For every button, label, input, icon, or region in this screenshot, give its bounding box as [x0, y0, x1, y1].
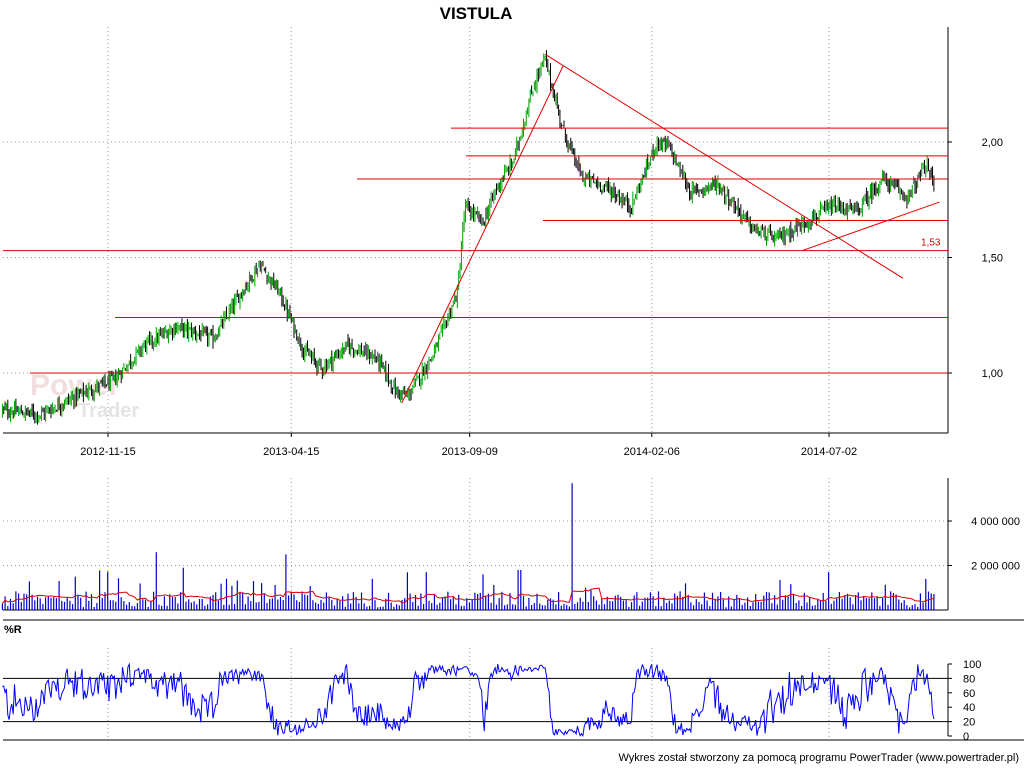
x-tick-label: 2014-07-02: [801, 446, 857, 458]
y-tick-label: 2,00: [982, 137, 1003, 149]
osc-tick-label: 20: [963, 717, 975, 729]
x-tick-label: 2013-04-15: [263, 446, 319, 458]
volume-tick-label: 4 000 000: [971, 516, 1020, 528]
volume-average-line: [1, 587, 935, 604]
osc-tick-label: 60: [963, 688, 975, 700]
osc-tick-label: 80: [963, 673, 975, 685]
trend-line: [544, 53, 904, 279]
trend-line: [802, 201, 940, 252]
chart-title: VISTULA: [440, 4, 513, 23]
level-annotation: 1,53: [921, 238, 941, 249]
x-tick-label: 2012-11-15: [80, 446, 135, 458]
osc-panel-label: %R: [4, 624, 22, 636]
volume-bars: [1, 483, 935, 610]
y-tick-label: 1,50: [982, 253, 1003, 265]
volume-tick-label: 2 000 000: [971, 561, 1020, 573]
trend-line: [401, 65, 564, 404]
osc-tick-label: 40: [963, 702, 975, 714]
watermark-logo-sub: Trader: [78, 400, 139, 422]
footer-credit: Wykres został stworzony za pomocą progra…: [618, 752, 1019, 764]
x-tick-label: 2014-02-06: [624, 446, 680, 458]
candles: [1, 50, 935, 425]
williams-r-line: [2, 662, 935, 737]
y-tick-label: 1,00: [982, 368, 1003, 380]
osc-tick-label: 100: [963, 659, 981, 671]
osc-tick-label: 0: [963, 731, 969, 743]
x-tick-label: 2013-09-09: [442, 446, 498, 458]
